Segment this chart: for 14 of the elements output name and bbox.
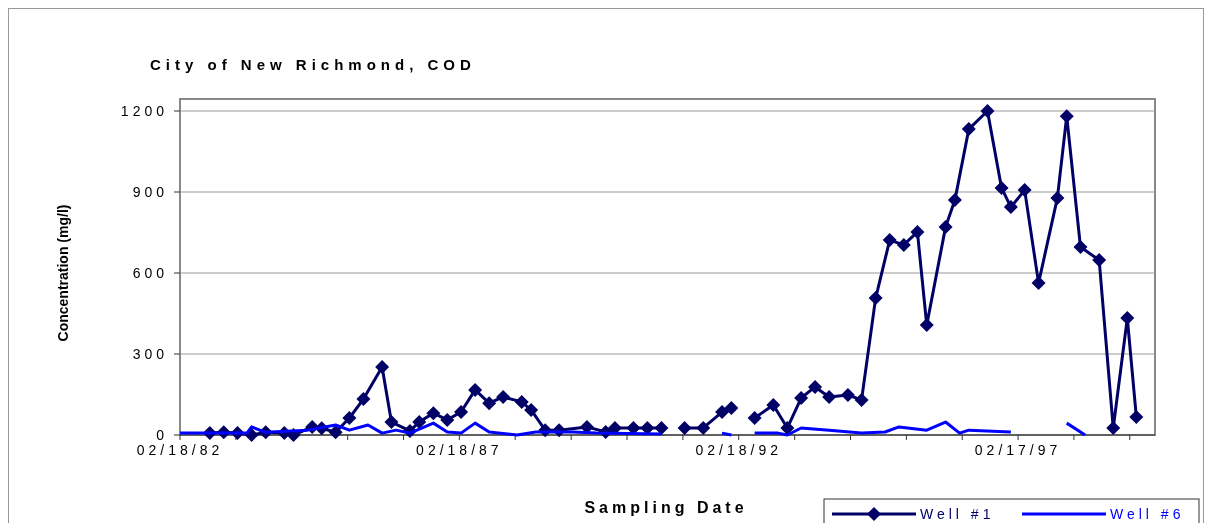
x-tick-label: 02/18/92	[695, 442, 782, 458]
y-tick-label: 0	[156, 426, 168, 443]
y-tick-label: 300	[132, 345, 168, 362]
y-tick-label: 900	[132, 183, 168, 200]
y-axis-title: Concentration (mg/l)	[55, 204, 71, 342]
y-tick-label: 1200	[120, 102, 168, 119]
x-tick-label: 02/17/97	[974, 442, 1062, 458]
y-tick-label: 600	[132, 264, 168, 281]
text: Well #1	[920, 505, 995, 522]
text: Well #6	[1110, 505, 1185, 522]
chart-title: City of New Richmond, COD	[150, 56, 476, 73]
x-tick-label: 02/18/87	[416, 442, 503, 458]
x-tick-label: 02/18/82	[136, 442, 224, 458]
x-axis-title: Sampling Date	[584, 499, 748, 516]
